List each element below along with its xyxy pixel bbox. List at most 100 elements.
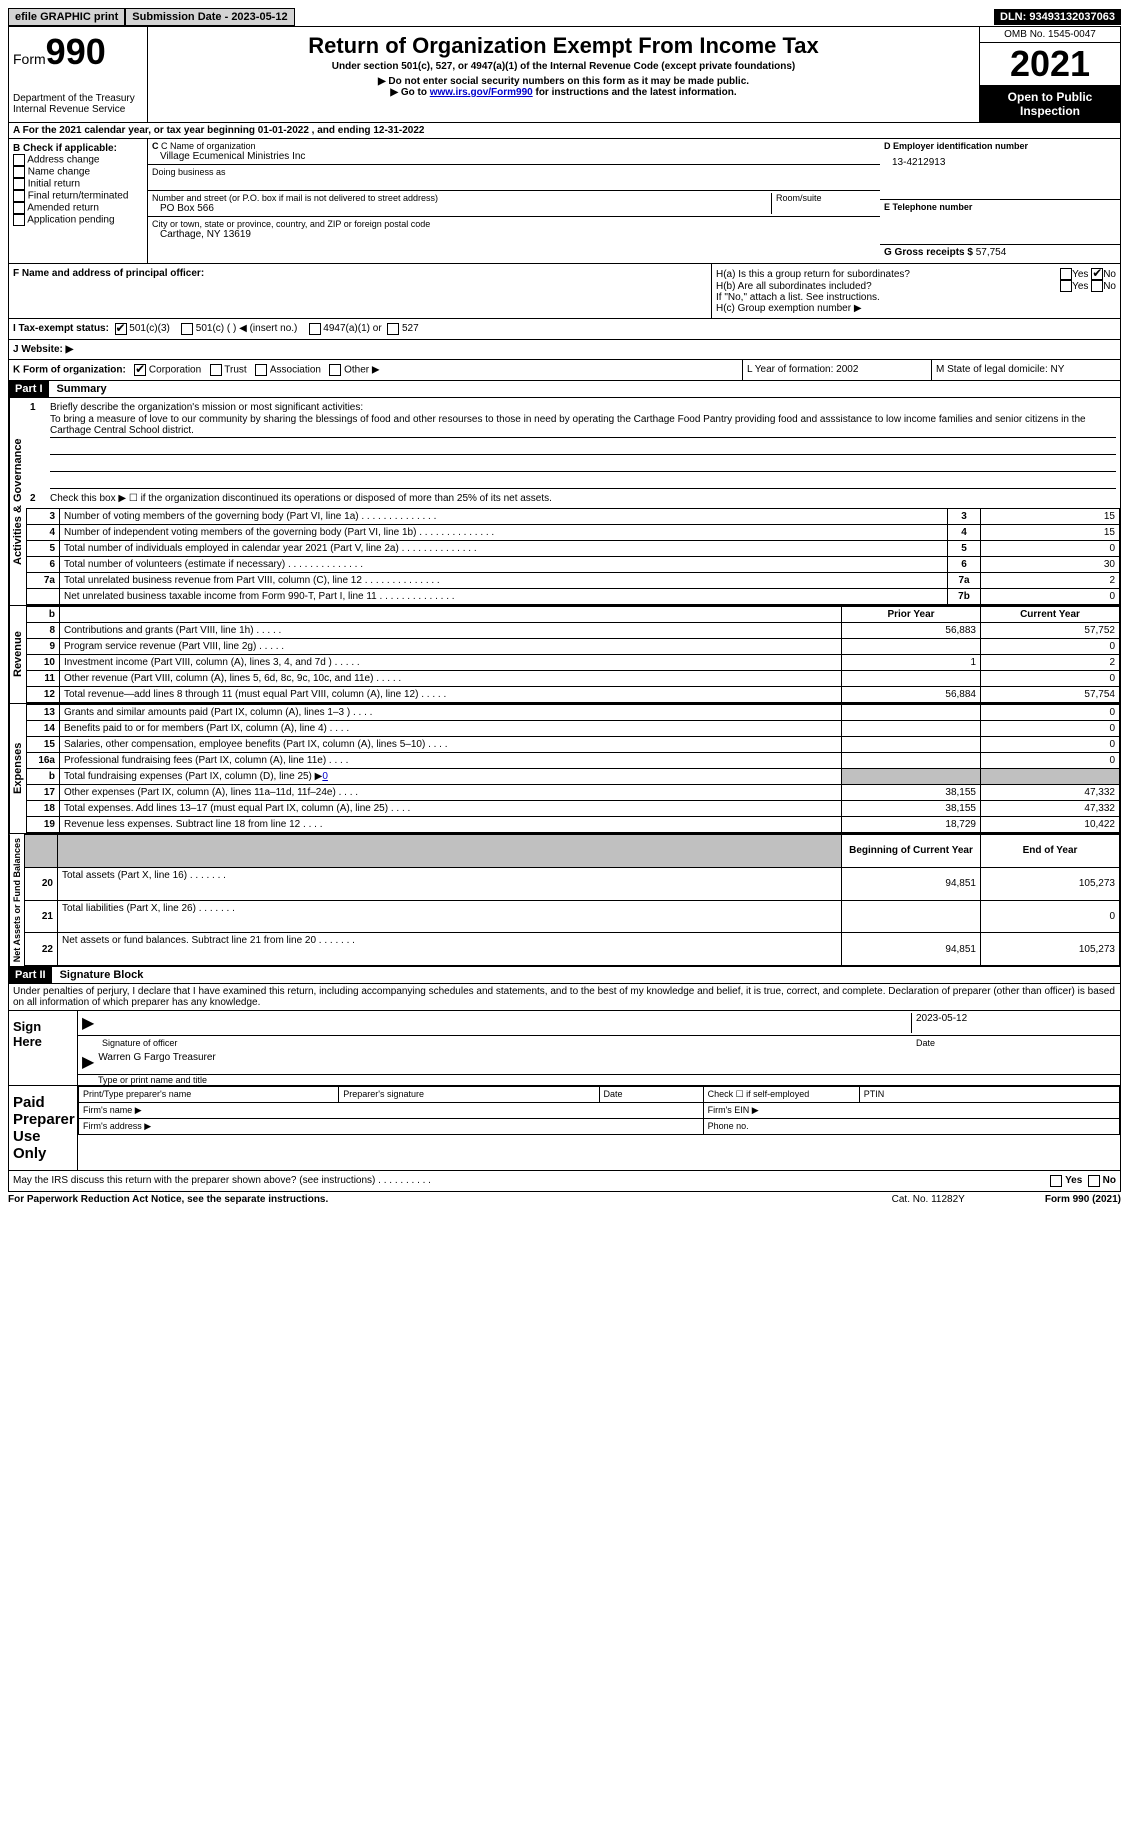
efile-button[interactable]: efile GRAPHIC print [8,8,125,26]
page-footer: For Paperwork Reduction Act Notice, see … [8,1192,1121,1205]
firm-addr-label: Firm's address ▶ [79,1119,704,1135]
form-title: Return of Organization Exempt From Incom… [152,33,975,59]
k-label: K Form of organization: [13,365,126,376]
date-label: Date [916,1038,1116,1048]
activities-governance: Activities & Governance 1Briefly describ… [8,398,1121,606]
ha-yes-checkbox[interactable] [1060,268,1072,280]
b-opt-checkbox[interactable] [13,202,25,214]
rev-vlabel: Revenue [9,606,26,703]
discuss-yes-checkbox[interactable] [1050,1175,1062,1187]
dba-label: Doing business as [152,167,876,177]
netassets-section: Net Assets or Fund Balances Beginning of… [8,834,1121,967]
ein-value: 13-4212913 [884,157,1116,168]
pp-sig-label: Preparer's signature [339,1087,599,1103]
section-j: J Website: ▶ [8,340,1121,360]
paid-label: Paid Preparer Use Only [9,1086,78,1170]
room-label: Room/suite [776,193,876,203]
goto-pre: ▶ Go to [390,87,429,98]
mission-text: To bring a measure of love to our commun… [50,413,1116,438]
org-name: Village Ecumenical Ministries Inc [152,151,876,162]
form-number: 990 [46,31,106,72]
e-label: E Telephone number [884,202,972,212]
irs-label: Internal Revenue Service [13,104,143,115]
section-i: I Tax-exempt status: 501(c)(3) 501(c) ( … [8,319,1121,340]
ha-no-checkbox[interactable] [1091,268,1103,280]
city-label: City or town, state or province, country… [152,219,876,229]
hc-label: H(c) Group exemption number ▶ [716,303,1116,314]
d-label: D Employer identification number [884,141,1028,151]
ag-table: 3Number of voting members of the governi… [26,508,1120,605]
part1-header: Part I Summary [8,381,1121,398]
cat-number: Cat. No. 11282Y [892,1194,965,1205]
sign-here-block: Sign Here 2023-05-12 Signature of office… [8,1011,1121,1086]
l-formation: L Year of formation: 2002 [742,360,931,380]
tax-year: 2021 [980,43,1120,86]
org-city: Carthage, NY 13619 [152,229,876,240]
501c3-checkbox[interactable] [115,323,127,335]
pp-check-label: Check ☐ if self-employed [703,1087,859,1103]
ptin-label: PTIN [859,1087,1119,1103]
org-address: PO Box 566 [152,203,771,214]
line-a: A For the 2021 calendar year, or tax yea… [8,123,1121,139]
b-opt-checkbox[interactable] [13,190,25,202]
b-opt-checkbox[interactable] [13,214,25,226]
name-title-label: Type or print name and title [78,1075,1120,1085]
form-ref: Form 990 (2021) [1045,1194,1121,1205]
exp-table: 13Grants and similar amounts paid (Part … [26,704,1120,833]
may-discuss-row: May the IRS discuss this return with the… [8,1171,1121,1192]
goto-post: for instructions and the latest informat… [533,87,737,98]
pp-date-label: Date [599,1087,703,1103]
assoc-checkbox[interactable] [255,364,267,376]
expenses-section: Expenses 13Grants and similar amounts pa… [8,704,1121,834]
rev-table: bPrior YearCurrent Year8Contributions an… [26,606,1120,703]
gross-receipts: 57,754 [976,247,1007,258]
corp-checkbox[interactable] [134,364,146,376]
b-opt-checkbox[interactable] [13,154,25,166]
form-header: Form990 Department of the Treasury Inter… [8,26,1121,123]
4947-checkbox[interactable] [309,323,321,335]
sec-b-title: B Check if applicable: [13,143,143,154]
revenue-section: Revenue bPrior YearCurrent Year8Contribu… [8,606,1121,704]
paid-preparer-block: Paid Preparer Use Only Print/Type prepar… [8,1086,1121,1171]
ssn-note: ▶ Do not enter social security numbers o… [152,76,975,87]
trust-checkbox[interactable] [210,364,222,376]
addr-label: Number and street (or P.O. box if mail i… [152,193,771,203]
exp-vlabel: Expenses [9,704,26,833]
other-checkbox[interactable] [329,364,341,376]
f-label: F Name and address of principal officer: [13,268,204,279]
officer-name: Warren G Fargo Treasurer [98,1052,1116,1072]
section-b-c-d: B Check if applicable: Address change Na… [8,139,1121,264]
527-checkbox[interactable] [387,323,399,335]
ha-label: H(a) Is this a group return for subordin… [716,269,1060,280]
discuss-no-checkbox[interactable] [1088,1175,1100,1187]
declaration: Under penalties of perjury, I declare th… [8,984,1121,1011]
phone-label: Phone no. [703,1119,1119,1135]
sig-officer-label: Signature of officer [102,1038,916,1048]
g-label: G Gross receipts $ [884,247,976,258]
section-k: K Form of organization: Corporation Trus… [8,360,1121,381]
inspection-label: Open to Public Inspection [980,86,1120,122]
501c-checkbox[interactable] [181,323,193,335]
submission-date: Submission Date - 2023-05-12 [125,8,294,26]
b-opt-checkbox[interactable] [13,178,25,190]
hb-yes-checkbox[interactable] [1060,280,1072,292]
irs-link[interactable]: www.irs.gov/Form990 [430,87,533,98]
l1-label: Briefly describe the organization's miss… [50,402,363,413]
section-f-h: F Name and address of principal officer:… [8,264,1121,319]
c-label: C Name of organization [161,141,256,151]
omb-number: OMB No. 1545-0047 [980,27,1120,43]
sig-date: 2023-05-12 [911,1013,1116,1033]
m-domicile: M State of legal domicile: NY [931,360,1120,380]
pp-name-label: Print/Type preparer's name [79,1087,339,1103]
na-table: Beginning of Current YearEnd of Year20To… [24,834,1120,966]
i-label: I Tax-exempt status: [13,323,109,335]
firm-ein-label: Firm's EIN ▶ [703,1103,1119,1119]
hb-note: If "No," attach a list. See instructions… [716,292,1116,303]
paperwork-notice: For Paperwork Reduction Act Notice, see … [8,1194,328,1205]
ag-vlabel: Activities & Governance [9,398,26,605]
dln-label: DLN: 93493132037063 [994,9,1121,25]
b-opt-checkbox[interactable] [13,166,25,178]
firm-name-label: Firm's name ▶ [79,1103,704,1119]
dept-label: Department of the Treasury [13,93,143,104]
hb-no-checkbox[interactable] [1091,280,1103,292]
